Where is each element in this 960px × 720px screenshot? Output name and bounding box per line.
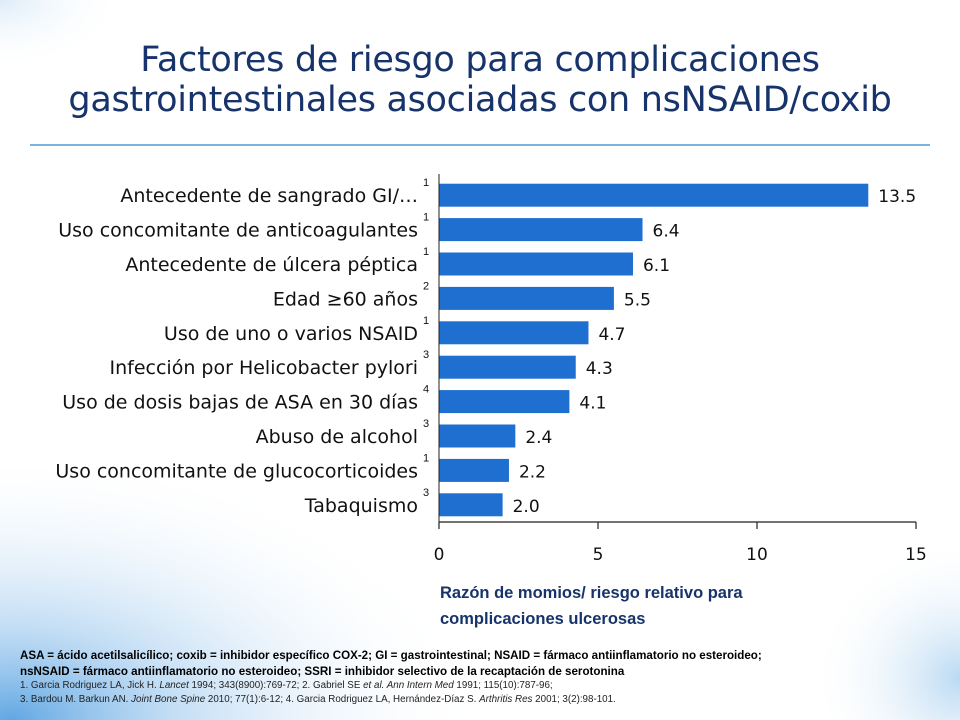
title-divider xyxy=(30,144,930,146)
x-axis-title: Razón de momios/ riesgo relativo para co… xyxy=(440,580,860,632)
reference-mark: 1 xyxy=(423,452,429,464)
value-label: 13.5 xyxy=(878,187,916,207)
references-line-2: 3. Bardou M. Barkun AN. Joint Bone Spine… xyxy=(20,693,950,707)
category-label: Uso concomitante de glucocorticoides xyxy=(55,460,418,482)
bar-1 xyxy=(439,218,643,242)
slide-title-line-1: Factores de riesgo para complicaciones xyxy=(140,40,820,80)
reference-mark: 1 xyxy=(423,246,429,258)
bar-7 xyxy=(439,424,516,448)
bar-9 xyxy=(439,493,503,517)
category-label: Edad ≥60 años xyxy=(273,288,418,310)
value-label: 2.2 xyxy=(519,462,546,482)
reference-mark: 1 xyxy=(423,315,429,327)
bar-2 xyxy=(439,252,633,276)
slide-title: Factores de riesgo para complicaciones g… xyxy=(0,40,960,120)
ref-text: 1994; 343(8900):769-72; 2. Gabriel SE xyxy=(188,680,364,691)
category-label: Uso de dosis bajas de ASA en 30 días xyxy=(62,392,418,414)
slide-footer: ASA = ácido acetilsalicílico; coxib = in… xyxy=(20,648,950,707)
value-label: 5.5 xyxy=(624,290,651,310)
references-line-1: 1. Garcia Rodriguez LA, Jick H. Lancet 1… xyxy=(20,679,950,693)
x-axis-title-line-2: complicaciones ulcerosas xyxy=(440,610,646,628)
bar-3 xyxy=(439,286,614,310)
abbreviations-line-2: nsNSAID = fármaco antiinflamatorio no es… xyxy=(20,664,625,678)
abbreviations-line-1: ASA = ácido acetilsalicílico; coxib = in… xyxy=(20,649,762,662)
ref-text: 1. Garcia Rodriguez LA, Jick H. xyxy=(20,680,160,691)
value-label: 2.4 xyxy=(525,428,552,448)
value-label: 6.4 xyxy=(653,222,680,242)
value-label: 4.3 xyxy=(586,359,613,379)
value-label: 4.7 xyxy=(598,325,625,345)
value-label: 6.1 xyxy=(643,256,670,276)
x-tick-label: 5 xyxy=(593,545,604,565)
reference-mark: 3 xyxy=(423,418,429,430)
ref-journal: Lancet xyxy=(159,680,189,691)
reference-mark: 3 xyxy=(423,349,429,361)
slide-title-line-2: gastrointestinales asociadas con nsNSAID… xyxy=(68,80,892,120)
category-label: Uso de uno o varios NSAID xyxy=(164,323,418,345)
ref-text: 2001; 3(2):98-101. xyxy=(532,694,616,705)
bar-5 xyxy=(439,355,576,379)
bar-8 xyxy=(439,458,509,482)
ref-journal: Joint Bone Spine xyxy=(131,694,206,705)
bar-0 xyxy=(439,183,869,207)
ref-text: 1991; 115(10):787-96; xyxy=(453,680,553,691)
bar-4 xyxy=(439,321,589,345)
ref-text: 2010; 77(1):6-12; 4. Garcia Rodriguez LA… xyxy=(205,694,480,705)
ref-text: 3. Bardou M. Barkun AN. xyxy=(20,694,132,705)
ref-journal: et al. Ann Intern Med xyxy=(363,680,454,691)
x-tick-label: 10 xyxy=(746,545,768,565)
value-label: 4.1 xyxy=(579,394,606,414)
category-label: Abuso de alcohol xyxy=(256,426,418,448)
x-tick-label: 0 xyxy=(434,545,445,565)
x-axis-title-line-1: Razón de momios/ riesgo relativo para xyxy=(440,584,743,602)
category-label: Tabaquismo xyxy=(304,495,418,517)
value-label: 2.0 xyxy=(513,497,540,517)
reference-mark: 3 xyxy=(423,487,429,499)
category-label: Infección por Helicobacter pylori xyxy=(110,357,418,379)
reference-mark: 4 xyxy=(423,384,429,396)
bar-6 xyxy=(439,390,570,414)
x-tick-label: 15 xyxy=(905,545,927,565)
reference-mark: 2 xyxy=(423,280,429,292)
reference-mark: 1 xyxy=(423,177,429,189)
category-label: Antecedente de úlcera péptica xyxy=(125,254,418,276)
ref-journal: Arthritis Res xyxy=(479,694,533,705)
category-label: Uso concomitante de anticoagulantes xyxy=(58,220,418,242)
category-label: Antecedente de sangrado GI/… xyxy=(120,185,418,207)
reference-mark: 1 xyxy=(423,212,429,224)
